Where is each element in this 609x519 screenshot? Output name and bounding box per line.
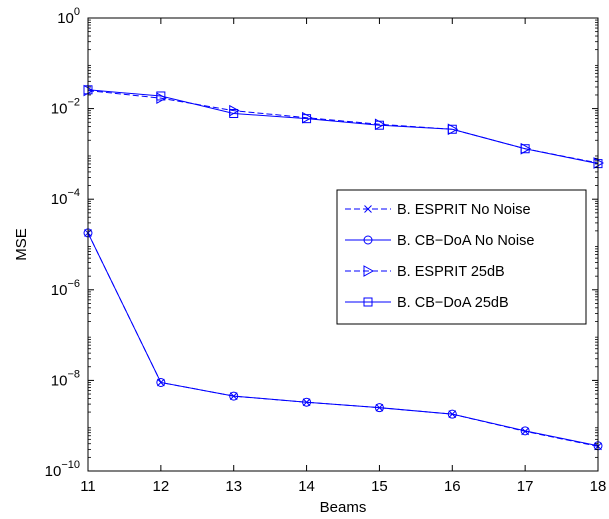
y-tick-exponent: −6 bbox=[67, 278, 80, 290]
data-point-square bbox=[229, 108, 239, 118]
data-point-square bbox=[302, 114, 312, 124]
y-axis-label: MSE bbox=[13, 228, 30, 261]
y-tick-exponent: −10 bbox=[61, 459, 80, 471]
x-tick-label: 12 bbox=[153, 478, 170, 495]
y-tick-exponent: −2 bbox=[67, 97, 80, 109]
data-point-triangle bbox=[363, 265, 375, 277]
data-point-circle bbox=[447, 409, 457, 419]
data-point-x-marker bbox=[375, 403, 384, 412]
x-marker-stroke bbox=[229, 392, 238, 400]
y-tick-label: 10−4 bbox=[51, 187, 80, 208]
data-point-square bbox=[363, 297, 373, 307]
data-point-square bbox=[447, 124, 457, 134]
x-marker-stroke bbox=[375, 403, 384, 412]
plot-frame bbox=[87, 17, 599, 472]
y-tick-base: 10 bbox=[51, 372, 68, 389]
x-tick-label: 16 bbox=[444, 478, 461, 495]
series-line bbox=[87, 232, 599, 447]
y-tick-exponent: −4 bbox=[67, 187, 80, 199]
data-point-square bbox=[374, 120, 384, 130]
data-point-circle bbox=[156, 377, 166, 387]
data-point-circle bbox=[520, 426, 530, 436]
x-marker-stroke bbox=[521, 427, 529, 436]
x-tick-label: 17 bbox=[517, 478, 534, 495]
series-line bbox=[87, 89, 599, 165]
x-tick-label: 13 bbox=[225, 478, 242, 495]
x-tick-label: 11 bbox=[80, 478, 96, 495]
legend: B. ESPRIT No Noise B. CB−DoA No Noise B. E… bbox=[336, 189, 587, 325]
x-marker-stroke bbox=[302, 398, 311, 407]
y-tick-base: 10 bbox=[51, 101, 68, 118]
x-marker-stroke bbox=[157, 378, 165, 387]
data-point-circle bbox=[363, 235, 373, 245]
y-tick-label: 10−6 bbox=[51, 278, 80, 299]
legend-label: B. CB−DoA 25dB bbox=[397, 295, 509, 311]
legend-label: B. ESPRIT No Noise bbox=[397, 202, 531, 218]
data-point-x-marker bbox=[448, 410, 457, 418]
x-tick-label: 14 bbox=[298, 478, 315, 495]
series-line bbox=[87, 90, 599, 164]
x-axis-label: Beams bbox=[320, 499, 367, 516]
y-tick-label: 10−8 bbox=[51, 368, 80, 389]
y-tick-base: 10 bbox=[45, 463, 62, 480]
x-axis-ticks: 11 12 13 14 15 16 17 18 bbox=[80, 18, 606, 495]
legend-item: B. CB−DoA No Noise bbox=[345, 233, 534, 249]
legend-item: B. ESPRIT 25dB bbox=[345, 264, 505, 280]
x-tick-label: 15 bbox=[371, 478, 388, 495]
y-tick-label: 100 bbox=[57, 6, 80, 27]
legend-item: B. ESPRIT No Noise bbox=[345, 202, 531, 218]
data-point-x-marker bbox=[521, 427, 529, 436]
y-tick-base: 10 bbox=[57, 10, 74, 27]
legend-label: B. ESPRIT 25dB bbox=[397, 264, 505, 280]
plot-lines bbox=[87, 89, 599, 447]
x-tick-label: 18 bbox=[590, 478, 607, 495]
legend-item: B. CB−DoA 25dB bbox=[345, 295, 509, 311]
y-tick-label: 10−2 bbox=[51, 97, 80, 118]
data-point-circle bbox=[229, 391, 239, 401]
legend-label: B. CB−DoA No Noise bbox=[397, 233, 534, 249]
data-point-circle bbox=[374, 403, 384, 413]
x-marker-stroke bbox=[364, 205, 372, 213]
data-point-circle bbox=[302, 397, 312, 407]
y-tick-label: 10−10 bbox=[45, 459, 80, 480]
y-tick-exponent: 0 bbox=[74, 6, 80, 18]
data-point-square bbox=[156, 91, 166, 101]
y-tick-exponent: −8 bbox=[67, 368, 80, 380]
y-tick-base: 10 bbox=[51, 191, 68, 208]
x-marker-stroke bbox=[448, 410, 457, 418]
data-point-square bbox=[520, 144, 530, 154]
data-point-x-marker bbox=[157, 378, 165, 387]
data-point-x-marker bbox=[302, 398, 311, 407]
y-tick-base: 10 bbox=[51, 282, 68, 299]
data-point-x-marker bbox=[229, 392, 238, 400]
data-point-x-marker bbox=[364, 205, 372, 213]
